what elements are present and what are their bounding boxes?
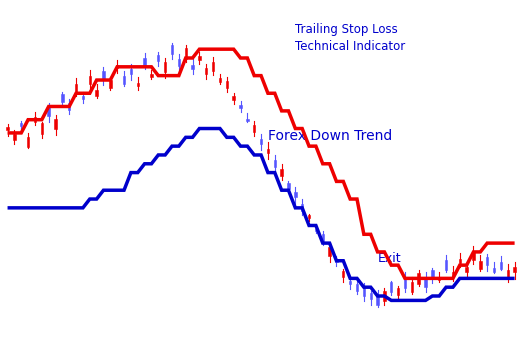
Bar: [81, 96, 84, 99]
Bar: [260, 139, 262, 144]
Bar: [150, 74, 153, 77]
Bar: [280, 169, 283, 176]
Bar: [267, 149, 269, 153]
Bar: [171, 45, 173, 54]
Bar: [431, 270, 434, 278]
Bar: [239, 105, 242, 108]
Bar: [452, 272, 454, 276]
Bar: [116, 65, 118, 68]
Bar: [308, 215, 310, 218]
Bar: [322, 234, 324, 244]
Bar: [95, 90, 98, 96]
Bar: [273, 160, 276, 167]
Bar: [143, 58, 146, 67]
Bar: [61, 93, 63, 102]
Bar: [356, 284, 358, 291]
Bar: [500, 262, 502, 269]
Bar: [507, 270, 509, 278]
Bar: [178, 59, 180, 66]
Bar: [48, 105, 50, 116]
Bar: [157, 55, 159, 61]
Bar: [232, 96, 235, 99]
Bar: [404, 278, 406, 288]
Bar: [136, 83, 139, 86]
Bar: [253, 125, 256, 132]
Bar: [493, 268, 495, 272]
Text: Trailing Stop Loss
Technical Indicator: Trailing Stop Loss Technical Indicator: [295, 23, 406, 53]
Bar: [130, 69, 132, 74]
Bar: [472, 252, 475, 260]
Bar: [185, 48, 187, 59]
Bar: [246, 119, 249, 121]
Bar: [54, 119, 57, 129]
Bar: [102, 71, 105, 80]
Bar: [459, 258, 461, 263]
Bar: [349, 281, 351, 284]
Bar: [424, 279, 427, 287]
Bar: [301, 205, 304, 211]
Bar: [363, 287, 365, 296]
Bar: [370, 293, 372, 299]
Bar: [397, 288, 399, 295]
Bar: [6, 127, 9, 130]
Bar: [315, 229, 317, 231]
Bar: [390, 282, 393, 292]
Bar: [376, 296, 379, 305]
Bar: [479, 261, 481, 269]
Bar: [109, 80, 112, 88]
Bar: [329, 247, 331, 256]
Text: Forex Down Trend: Forex Down Trend: [268, 129, 392, 143]
Bar: [20, 123, 22, 126]
Bar: [417, 273, 420, 284]
Bar: [123, 76, 125, 84]
Bar: [287, 183, 290, 189]
Bar: [445, 260, 448, 270]
Text: Exit: Exit: [378, 252, 401, 265]
Bar: [294, 192, 297, 197]
Bar: [335, 259, 338, 262]
Bar: [88, 76, 91, 84]
Bar: [225, 81, 228, 88]
Bar: [191, 65, 194, 69]
Bar: [41, 123, 43, 134]
Bar: [383, 291, 386, 301]
Bar: [486, 257, 488, 265]
Bar: [342, 271, 344, 277]
Bar: [514, 267, 516, 272]
Bar: [68, 103, 70, 110]
Bar: [205, 68, 207, 74]
Bar: [466, 267, 468, 272]
Bar: [34, 117, 36, 122]
Bar: [164, 62, 166, 72]
Bar: [438, 277, 441, 280]
Bar: [75, 84, 77, 94]
Bar: [27, 137, 29, 147]
Bar: [219, 78, 221, 82]
Bar: [198, 56, 200, 60]
Bar: [212, 63, 214, 71]
Bar: [411, 282, 413, 292]
Bar: [13, 134, 15, 141]
